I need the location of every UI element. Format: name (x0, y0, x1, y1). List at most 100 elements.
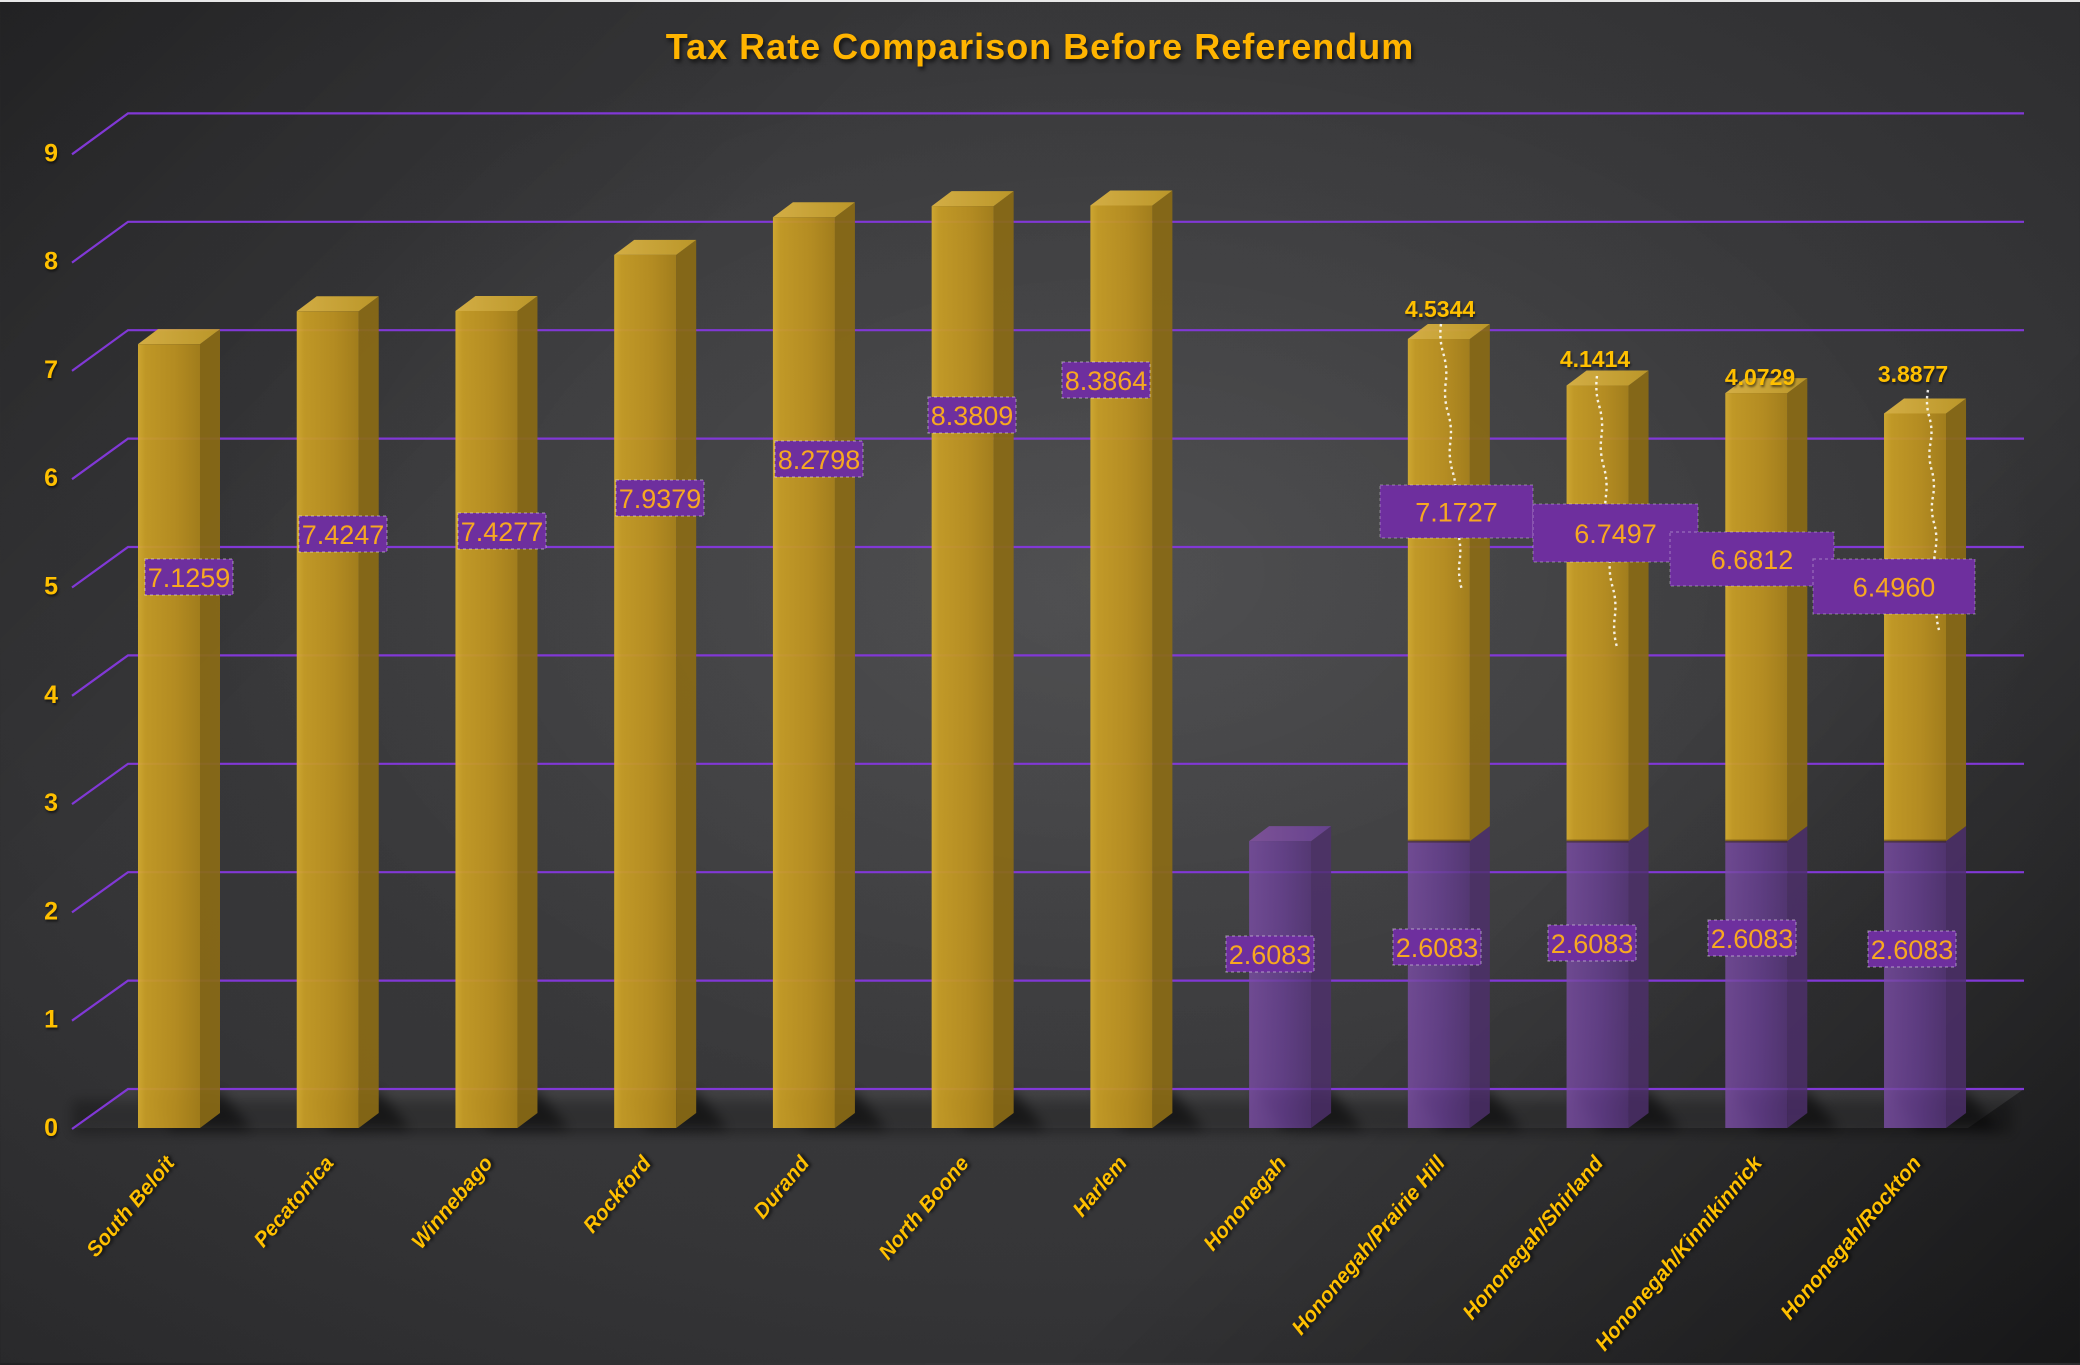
value-label-box (1225, 935, 1315, 973)
gridline-4 (71, 654, 2024, 697)
gridline-0 (71, 1087, 2024, 1130)
bar-hononegah-prairie-hill[interactable] (1407, 324, 1490, 1128)
value-label-box (927, 396, 1017, 434)
gold-side-face (993, 191, 1014, 1128)
bar-hononegah-rockton[interactable] (1884, 398, 1967, 1128)
bar-rockford[interactable] (614, 239, 697, 1128)
value-label-text: 7.4247 (302, 520, 385, 550)
value-label-text: 2.6083 (1396, 933, 1479, 963)
gridline-1 (71, 979, 2024, 1022)
gold-front-face (1407, 339, 1470, 842)
component-label-3-8877[interactable]: 3.8877 (1878, 361, 1948, 387)
y-tick-1[interactable]: 1 (44, 1006, 58, 1034)
value-label-pecatonica[interactable]: 7.4247 (298, 515, 388, 553)
value-label-hononegah-rockton[interactable]: 2.6083 (1867, 930, 1957, 968)
gold-side-face (1946, 398, 1967, 842)
bar-south-beloit[interactable] (138, 329, 220, 1128)
value-label-hononegah-kinnikinnick[interactable]: 2.6083 (1707, 919, 1797, 957)
purple-front-face (1407, 841, 1470, 1128)
label-leader-line-3 (1925, 389, 1941, 631)
value-label-box (1061, 361, 1151, 399)
value-label-box (774, 440, 864, 478)
purple-front-face (1884, 841, 1947, 1128)
total-label-box (1669, 531, 1835, 587)
gold-top-face (1407, 324, 1490, 340)
bar-durand[interactable] (772, 202, 855, 1129)
bar-hononegah[interactable] (1249, 826, 1332, 1128)
gold-side-face (834, 202, 855, 1129)
component-label-4-5344[interactable]: 4.5344 (1405, 296, 1476, 322)
gold-side-face (1787, 378, 1808, 842)
value-label-box (144, 558, 234, 596)
y-tick-4[interactable]: 4 (44, 681, 58, 709)
y-tick-5[interactable]: 5 (44, 573, 58, 601)
purple-front-face (1566, 841, 1629, 1128)
value-label-hononegah-prairie-hill[interactable]: 2.6083 (1392, 928, 1482, 966)
gold-front-face (931, 206, 994, 1128)
y-tick-3[interactable]: 3 (44, 789, 58, 817)
value-label-text: 7.1259 (148, 563, 231, 593)
component-label-4-0729[interactable]: 4.0729 (1725, 364, 1795, 390)
gold-front-face (614, 254, 677, 1128)
total-label-box (1379, 484, 1534, 539)
gold-front-face (1090, 205, 1153, 1129)
gold-top-face (1884, 398, 1967, 414)
total-label-7-1727[interactable]: 7.1727 (1379, 484, 1534, 539)
value-label-text: 2.6083 (1229, 940, 1312, 970)
gold-front-face (1566, 385, 1629, 842)
total-label-6-6812[interactable]: 6.6812 (1669, 531, 1835, 587)
value-label-text: 8.2798 (778, 445, 861, 475)
bar-north-boone[interactable] (931, 191, 1014, 1128)
gold-side-face (1152, 190, 1173, 1129)
total-label-6-4960[interactable]: 6.4960 (1812, 558, 1976, 615)
value-label-box (1867, 930, 1957, 968)
purple-front-face (1249, 841, 1312, 1128)
purple-top-face (1249, 826, 1332, 842)
gold-front-face (772, 217, 835, 1129)
label-leader-line-1 (1439, 323, 1464, 591)
gold-top-face (614, 239, 697, 255)
value-label-box (615, 479, 705, 517)
value-label-text: 8.3809 (931, 401, 1014, 431)
purple-side-face (1628, 826, 1649, 1128)
value-label-winnebago[interactable]: 7.4277 (457, 512, 547, 550)
gold-front-face (138, 344, 200, 1128)
bar-winnebago[interactable] (455, 295, 538, 1128)
value-label-hononegah[interactable]: 2.6083 (1225, 935, 1315, 973)
gridline-8 (71, 220, 2024, 264)
y-tick-2[interactable]: 2 (44, 897, 58, 925)
bar-pecatonica[interactable] (296, 296, 379, 1129)
purple-side-face (1946, 826, 1967, 1128)
bar-hononegah-shirland[interactable] (1566, 370, 1649, 1128)
value-label-durand[interactable]: 8.2798 (774, 440, 864, 478)
y-tick-8[interactable]: 8 (44, 248, 58, 276)
gold-front-face (1884, 413, 1947, 842)
gold-side-face (200, 329, 220, 1128)
y-tick-0[interactable]: 0 (44, 1114, 58, 1142)
purple-side-face (1311, 826, 1332, 1128)
y-tick-7[interactable]: 7 (44, 356, 58, 384)
gold-top-face (772, 202, 855, 218)
bar-hononegah-kinnikinnick[interactable] (1725, 378, 1808, 1128)
value-label-text: 2.6083 (1551, 929, 1634, 959)
purple-side-face (1787, 826, 1808, 1128)
value-label-text: 8.3864 (1065, 366, 1148, 396)
gridline-7 (71, 329, 2024, 372)
gold-side-face (676, 239, 697, 1128)
value-label-south-beloit[interactable]: 7.1259 (144, 558, 234, 596)
y-tick-6[interactable]: 6 (44, 464, 58, 492)
value-label-box (298, 515, 388, 553)
total-label-text: 6.6812 (1711, 545, 1794, 575)
gold-front-face (296, 311, 359, 1129)
value-label-north-boone[interactable]: 8.3809 (927, 396, 1017, 434)
component-label-4-1414[interactable]: 4.1414 (1560, 346, 1631, 372)
purple-front-face (1725, 841, 1788, 1128)
bar-harlem[interactable] (1090, 190, 1173, 1129)
y-tick-9[interactable]: 9 (44, 139, 58, 167)
value-label-hononegah-shirland[interactable]: 2.6083 (1547, 924, 1637, 962)
value-label-harlem[interactable]: 8.3864 (1061, 361, 1151, 399)
chart-title[interactable]: Tax Rate Comparison Before Referendum (665, 26, 1415, 67)
value-label-rockford[interactable]: 7.9379 (615, 479, 705, 517)
